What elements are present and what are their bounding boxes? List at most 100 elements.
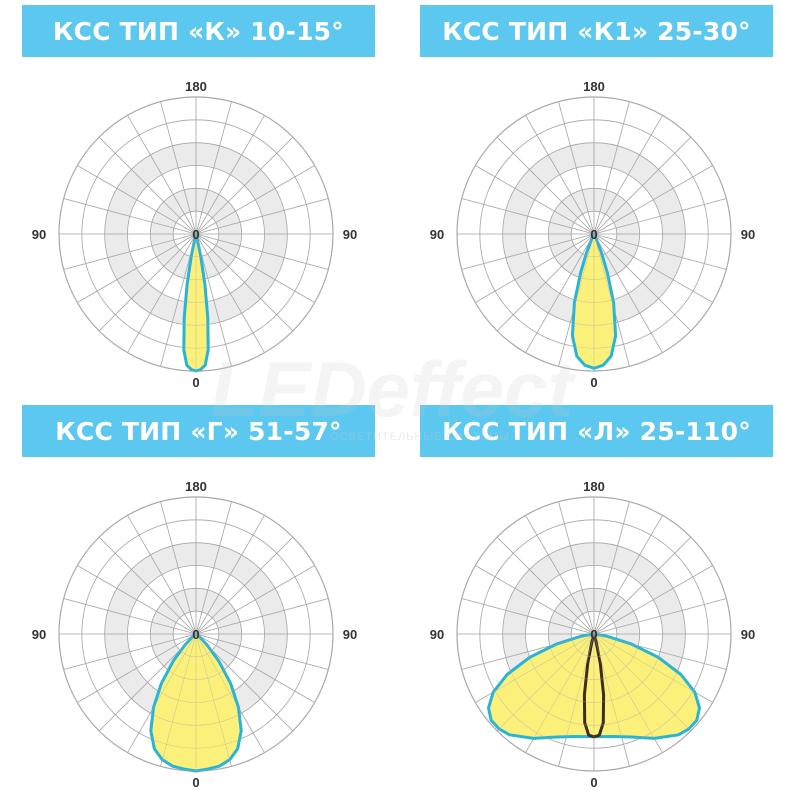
polar-spoke-overlay: [593, 633, 630, 767]
polar-spoke-overlay: [127, 633, 197, 753]
polar-spoke-overlay: [127, 115, 197, 235]
tick-label-180: 180: [185, 479, 207, 494]
polar-spoke-overlay: [195, 633, 329, 670]
tick-label-90-left: 90: [430, 627, 444, 642]
polar-spoke-overlay: [593, 165, 713, 235]
polar-spoke-overlay: [558, 233, 595, 367]
tick-label-90-right: 90: [741, 227, 755, 242]
chart-title: КСС ТИП «К» 10-15°: [22, 5, 375, 57]
polar-spoke-overlay: [593, 233, 663, 353]
polar-spoke-overlay: [195, 565, 315, 635]
polar-spoke-overlay: [593, 233, 727, 270]
polar-spoke-overlay: [475, 233, 595, 303]
polar-spoke-overlay: [160, 233, 197, 367]
polar-spoke-overlay: [98, 233, 197, 332]
polar-spoke-overlay: [593, 633, 713, 703]
polar-spoke-overlay: [195, 115, 265, 235]
polar-chart: 180 90 90 0 0: [430, 79, 755, 390]
polar-spoke-overlay: [127, 233, 197, 353]
polar-spoke-overlay: [195, 633, 294, 732]
tick-label-0-bottom: 0: [590, 375, 597, 390]
polar-spoke-overlay: [77, 233, 197, 303]
tick-label-90-left: 90: [430, 227, 444, 242]
polar-spoke-overlay: [593, 136, 692, 235]
polar-spoke-overlay: [475, 165, 595, 235]
polar-spoke-overlay: [593, 101, 630, 235]
polar-spoke-overlay: [63, 598, 197, 635]
polar-spoke-overlay: [160, 633, 197, 767]
polar-spoke-overlay: [593, 198, 727, 235]
polar-spoke-overlay: [593, 233, 692, 332]
tick-label-0-bottom: 0: [192, 375, 199, 390]
polar-spoke-overlay: [593, 233, 630, 367]
polar-spoke-overlay: [195, 515, 265, 635]
polar-spoke-overlay: [127, 515, 197, 635]
polar-chart: 180 90 90 0 0: [32, 79, 357, 390]
polar-spoke-overlay: [63, 233, 197, 270]
chart-title: КСС ТИП «Г» 51-57°: [22, 405, 375, 457]
polar-spoke-overlay: [195, 233, 315, 303]
polar-spoke-overlay: [593, 233, 713, 303]
polar-spoke-overlay: [461, 598, 595, 635]
polar-spoke-overlay: [461, 633, 595, 670]
polar-spoke-overlay: [160, 101, 197, 235]
tick-label-90-right: 90: [343, 627, 357, 642]
polar-spoke-overlay: [558, 633, 595, 767]
polar-spoke-overlay: [496, 233, 595, 332]
polar-spoke-overlay: [195, 198, 329, 235]
polar-spoke-overlay: [195, 536, 294, 635]
chart-panel-g: КСС ТИП «Г» 51-57° 180 90 90 0 0: [0, 400, 398, 800]
polar-spoke-overlay: [496, 136, 595, 235]
tick-label-180: 180: [185, 79, 207, 94]
tick-label-180: 180: [583, 479, 605, 494]
polar-spoke-overlay: [195, 233, 329, 270]
polar-spoke-overlay: [63, 633, 197, 670]
tick-label-90-left: 90: [32, 227, 46, 242]
polar-spoke-overlay: [195, 101, 232, 235]
tick-label-90-left: 90: [32, 627, 46, 642]
polar-spoke-overlay: [475, 565, 595, 635]
polar-spoke-overlay: [98, 633, 197, 732]
polar-spoke-overlay: [195, 233, 265, 353]
polar-spoke-overlay: [195, 165, 315, 235]
polar-spoke-overlay: [593, 633, 663, 753]
polar-spoke-overlay: [160, 501, 197, 635]
chart-title: КСС ТИП «Л» 25-110°: [420, 405, 773, 457]
polar-spoke-overlay: [195, 233, 294, 332]
tick-label-0-center: 0: [590, 227, 597, 242]
polar-spoke-overlay: [496, 536, 595, 635]
polar-spoke-overlay: [593, 501, 630, 635]
polar-spoke-overlay: [593, 536, 692, 635]
polar-spoke-overlay: [195, 501, 232, 635]
polar-spoke-overlay: [558, 101, 595, 235]
polar-chart: 180 90 90 0 0: [32, 479, 357, 790]
polar-spoke-overlay: [593, 598, 727, 635]
polar-spoke-overlay: [496, 633, 595, 732]
polar-spoke-overlay: [63, 198, 197, 235]
polar-spoke-overlay: [475, 633, 595, 703]
polar-spoke-overlay: [461, 198, 595, 235]
tick-label-0-bottom: 0: [192, 775, 199, 790]
polar-spoke-overlay: [77, 165, 197, 235]
polar-spoke-overlay: [558, 501, 595, 635]
chart-title: КСС ТИП «К1» 25-30°: [420, 5, 773, 57]
polar-spoke-overlay: [77, 565, 197, 635]
tick-label-0-center: 0: [192, 627, 199, 642]
polar-spoke-overlay: [525, 115, 595, 235]
chart-panel-l: КСС ТИП «Л» 25-110° 180 90 90 0 0: [398, 400, 796, 800]
polar-spoke-overlay: [98, 536, 197, 635]
tick-label-90-right: 90: [741, 627, 755, 642]
tick-label-0-center: 0: [192, 227, 199, 242]
polar-spoke-overlay: [195, 598, 329, 635]
polar-spoke-overlay: [195, 233, 232, 367]
polar-spoke-overlay: [195, 136, 294, 235]
polar-spoke-overlay: [525, 233, 595, 353]
tick-label-90-right: 90: [343, 227, 357, 242]
polar-spoke-overlay: [525, 633, 595, 753]
polar-spoke-overlay: [195, 633, 265, 753]
chart-panel-k: КСС ТИП «К» 10-15° 180 90 90 0 0: [0, 0, 398, 400]
polar-spoke-overlay: [593, 515, 663, 635]
polar-spoke-overlay: [593, 565, 713, 635]
polar-chart: 180 90 90 0 0: [430, 479, 755, 790]
polar-spoke-overlay: [98, 136, 197, 235]
